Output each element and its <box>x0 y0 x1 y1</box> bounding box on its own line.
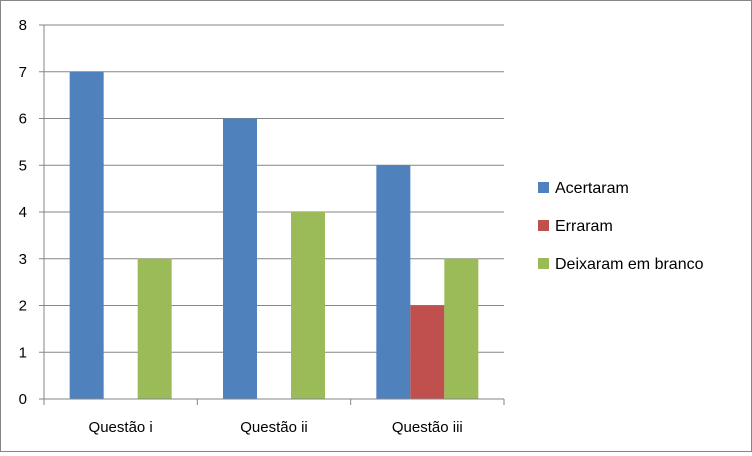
legend: Acertaram Erraram Deixaram em branco <box>538 180 704 273</box>
gridlines <box>44 24 504 353</box>
legend-swatch <box>538 182 549 193</box>
legend-label: Acertaram <box>555 180 629 197</box>
y-tick-label: 6 <box>19 111 27 128</box>
bar-deixaram-em-branco-2 <box>291 212 325 399</box>
bar-acertaram-2 <box>223 118 257 399</box>
x-tick-label: Questão iii <box>392 419 463 436</box>
bar-deixaram-em-branco-3 <box>444 258 479 399</box>
legend-label: Deixaram em branco <box>555 256 704 273</box>
axes <box>43 25 505 405</box>
bar-deixaram-em-branco-1 <box>137 258 172 399</box>
y-tick-label: 2 <box>19 298 27 315</box>
x-tick-label: Questão i <box>89 419 153 436</box>
y-axis-ticks: 0 1 2 3 4 5 6 7 8 <box>19 17 44 408</box>
y-tick-label: 4 <box>19 204 27 221</box>
bars <box>69 71 479 399</box>
x-tick-label: Questão ii <box>240 419 308 436</box>
y-tick-label: 1 <box>19 344 27 361</box>
legend-swatch <box>538 220 549 231</box>
y-tick-label: 0 <box>19 391 27 408</box>
y-tick-label: 3 <box>19 251 27 268</box>
y-tick-label: 5 <box>19 157 27 174</box>
bar-acertaram-1 <box>69 71 104 399</box>
bar-erraram-3 <box>410 305 445 399</box>
bar-acertaram-3 <box>376 165 411 399</box>
x-axis-labels: Questão i Questão ii Questão iii <box>89 419 463 436</box>
y-tick-label: 7 <box>19 64 27 81</box>
y-tick-label: 8 <box>19 17 27 34</box>
legend-swatch <box>538 258 549 269</box>
legend-label: Erraram <box>555 218 613 235</box>
